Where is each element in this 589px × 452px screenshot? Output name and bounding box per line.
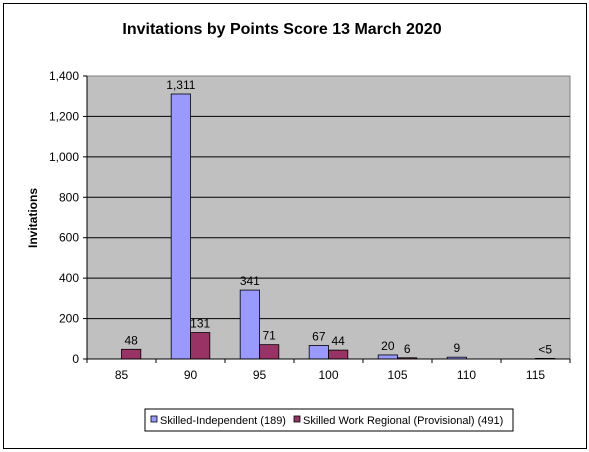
x-tick-label: 95	[253, 368, 267, 382]
y-tick-label: 200	[59, 312, 79, 326]
bar-series-1-95	[239, 289, 260, 360]
data-label: 20	[381, 339, 395, 353]
y-tick-label: 0	[72, 352, 79, 366]
bars	[121, 93, 556, 360]
y-tick-label: 1,200	[49, 109, 79, 123]
x-tick-label: 100	[318, 368, 338, 382]
data-label: 48	[124, 333, 138, 347]
gridlines	[87, 115, 570, 320]
data-label: 44	[331, 334, 345, 348]
legend-label-series-1: Skilled-Independent (189)	[160, 415, 286, 427]
y-axis-title: Invitations	[26, 188, 40, 248]
legend-swatch-series-1	[150, 415, 158, 423]
legend-swatch-series-2	[293, 415, 301, 423]
x-tick-label: 90	[184, 368, 198, 382]
y-tick-label: 400	[59, 271, 79, 285]
bar-series-2-85	[121, 348, 142, 360]
data-label: <5	[538, 342, 552, 356]
legend: Skilled-Independent (189) Skilled Work R…	[144, 408, 514, 432]
legend-label-series-2: Skilled Work Regional (Provisional) (491…	[303, 415, 503, 427]
bar-series-2-90	[190, 332, 211, 360]
y-tick-label: 800	[59, 190, 79, 204]
y-tick-label: 600	[59, 231, 79, 245]
x-axis-ticks: 85 90 95 100 105 110 115	[86, 359, 571, 382]
bar-series-1-105	[377, 354, 398, 360]
data-label: 9	[453, 341, 460, 355]
plot-area	[86, 75, 571, 360]
x-tick-label: 85	[115, 368, 129, 382]
chart-title: Invitations by Points Score 13 March 202…	[122, 21, 441, 38]
data-labels: 48 1,311 131 341 71 67 44 20 6 9 <5	[124, 78, 552, 356]
data-label: 6	[404, 342, 411, 356]
data-label: 67	[312, 329, 326, 343]
y-axis-ticks: 0 200 400 600 800 1,000 1,200 1,400	[49, 69, 87, 366]
data-label: 71	[262, 329, 276, 343]
y-tick-label: 1,400	[49, 69, 79, 83]
y-tick-label: 1,000	[49, 150, 79, 164]
bar-series-2-100	[328, 349, 349, 360]
bar-series-1-100	[308, 345, 329, 360]
data-label: 341	[240, 274, 260, 288]
data-label: 131	[190, 317, 210, 331]
data-label: 1,311	[166, 78, 195, 92]
legend-box	[144, 408, 514, 432]
bar-series-1-90	[170, 93, 191, 360]
bar-series-2-95	[259, 344, 280, 360]
x-tick-label: 115	[526, 368, 545, 382]
x-tick-label: 105	[387, 368, 407, 382]
x-tick-label: 110	[457, 368, 476, 382]
